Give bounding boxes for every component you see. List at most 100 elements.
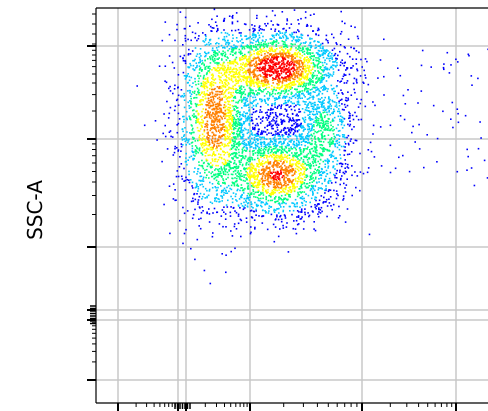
event-point [299,196,302,199]
event-point [223,206,225,208]
event-point [319,209,322,211]
event-point [167,117,170,119]
event-point [285,89,287,91]
event-point [208,177,210,179]
event-point [163,203,165,206]
event-point [241,136,244,138]
event-point [275,133,277,135]
event-point [327,101,329,104]
event-point [318,199,321,202]
event-point [224,81,226,84]
event-point [262,190,264,192]
event-point [270,123,272,125]
event-point [182,71,185,74]
event-point [225,192,227,194]
event-point [257,186,260,188]
event-point [273,40,275,42]
event-point [211,171,214,173]
event-point [196,126,199,129]
event-point [303,167,305,170]
event-point [267,117,270,119]
event-point [207,94,209,96]
event-point [228,83,230,85]
event-point [312,102,314,105]
event-point [183,180,185,182]
event-point [292,164,294,166]
event-point [248,150,251,152]
event-point [282,201,284,204]
event-point [251,166,254,169]
event-point [223,129,226,131]
event-point [320,77,323,80]
event-point [186,90,189,92]
event-point [265,138,268,140]
event-point [251,137,253,140]
event-point [342,120,344,123]
event-point [253,219,256,221]
event-point [313,124,315,126]
event-point [399,74,402,77]
event-point [255,110,258,112]
event-point [288,140,291,143]
event-point [231,235,234,237]
event-point [288,205,291,208]
event-point [312,154,315,157]
event-point [326,57,328,60]
event-point [301,163,304,165]
event-point [343,118,346,120]
event-point [309,117,311,119]
event-point [304,11,307,13]
event-point [331,66,333,69]
event-point [280,191,282,193]
event-point [198,121,200,124]
event-point [227,49,229,52]
event-point [320,122,322,124]
event-point [203,130,206,133]
event-point [301,174,304,176]
event-point [253,94,256,96]
event-point [200,85,203,88]
event-point [239,78,242,80]
event-point [350,46,352,49]
event-point [254,146,257,149]
event-point [205,82,208,85]
event-point [202,40,204,42]
event-point [278,189,280,191]
event-point [265,45,268,47]
event-point [303,89,306,92]
event-point [315,44,317,46]
event-point [312,162,314,165]
event-point [294,43,296,46]
event-point [247,182,249,185]
event-point [289,161,291,163]
event-point [244,53,246,56]
event-point [325,63,328,65]
event-point [253,78,256,81]
event-point [249,81,251,83]
event-point [259,149,261,151]
event-point [355,186,357,189]
event-point [230,153,233,155]
event-point [260,133,262,136]
event-point [340,61,342,64]
event-point [319,144,321,146]
event-point [296,202,298,204]
event-point [197,22,199,24]
event-point [311,96,313,98]
event-point [214,55,217,58]
event-point [261,155,264,157]
event-point [297,101,300,104]
event-point [194,67,197,69]
event-point [313,55,315,58]
event-point [359,75,362,77]
event-point [190,93,193,95]
event-point [269,123,271,126]
event-point [243,127,246,130]
event-point [318,58,321,60]
event-point [326,40,329,42]
event-point [248,29,251,31]
event-point [305,186,308,189]
event-point [290,165,293,168]
event-point [269,193,271,195]
event-point [231,157,233,159]
